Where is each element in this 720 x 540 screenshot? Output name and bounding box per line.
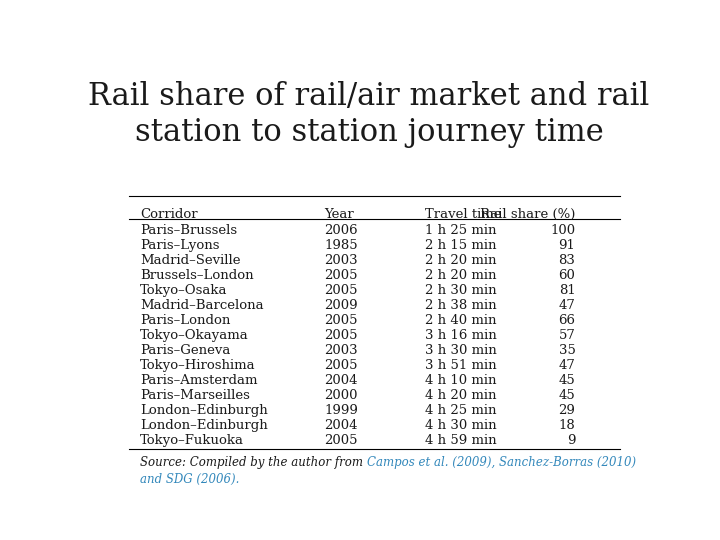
Text: Paris–Amsterdam: Paris–Amsterdam bbox=[140, 374, 258, 387]
Text: 45: 45 bbox=[559, 389, 575, 402]
Text: 47: 47 bbox=[559, 359, 575, 372]
Text: Campos et al. (2009), Sanchez-Borras (2010): Campos et al. (2009), Sanchez-Borras (20… bbox=[367, 456, 636, 469]
Text: Madrid–Barcelona: Madrid–Barcelona bbox=[140, 299, 264, 312]
Text: Tokyo–Hiroshima: Tokyo–Hiroshima bbox=[140, 359, 256, 372]
Text: 2004: 2004 bbox=[324, 418, 358, 431]
Text: 66: 66 bbox=[559, 314, 575, 327]
Text: 2 h 38 min: 2 h 38 min bbox=[425, 299, 496, 312]
Text: 57: 57 bbox=[559, 329, 575, 342]
Text: Paris–Marseilles: Paris–Marseilles bbox=[140, 389, 250, 402]
Text: Brussels–London: Brussels–London bbox=[140, 269, 254, 282]
Text: 1985: 1985 bbox=[324, 239, 358, 252]
Text: 2 h 20 min: 2 h 20 min bbox=[425, 254, 496, 267]
Text: Madrid–Seville: Madrid–Seville bbox=[140, 254, 240, 267]
Text: Tokyo–Fukuoka: Tokyo–Fukuoka bbox=[140, 434, 244, 447]
Text: 18: 18 bbox=[559, 418, 575, 431]
Text: 2 h 40 min: 2 h 40 min bbox=[425, 314, 496, 327]
Text: 2004: 2004 bbox=[324, 374, 358, 387]
Text: 2005: 2005 bbox=[324, 329, 358, 342]
Text: 1 h 25 min: 1 h 25 min bbox=[425, 224, 496, 237]
Text: 1999: 1999 bbox=[324, 404, 359, 417]
Text: 4 h 20 min: 4 h 20 min bbox=[425, 389, 496, 402]
Text: 91: 91 bbox=[559, 239, 575, 252]
Text: Paris–Lyons: Paris–Lyons bbox=[140, 239, 220, 252]
Text: 2005: 2005 bbox=[324, 359, 358, 372]
Text: 2005: 2005 bbox=[324, 434, 358, 447]
Text: 47: 47 bbox=[559, 299, 575, 312]
Text: 2 h 30 min: 2 h 30 min bbox=[425, 284, 496, 297]
Text: 100: 100 bbox=[550, 224, 575, 237]
Text: 3 h 30 min: 3 h 30 min bbox=[425, 344, 497, 357]
Text: 2006: 2006 bbox=[324, 224, 358, 237]
Text: Paris–Geneva: Paris–Geneva bbox=[140, 344, 230, 357]
Text: Rail share of rail/air market and rail
station to station journey time: Rail share of rail/air market and rail s… bbox=[89, 82, 649, 148]
Text: 9: 9 bbox=[567, 434, 575, 447]
Text: 2005: 2005 bbox=[324, 314, 358, 327]
Text: Paris–Brussels: Paris–Brussels bbox=[140, 224, 238, 237]
Text: 2009: 2009 bbox=[324, 299, 358, 312]
Text: 4 h 10 min: 4 h 10 min bbox=[425, 374, 496, 387]
Text: 2005: 2005 bbox=[324, 284, 358, 297]
Text: Paris–London: Paris–London bbox=[140, 314, 230, 327]
Text: 2005: 2005 bbox=[324, 269, 358, 282]
Text: 4 h 59 min: 4 h 59 min bbox=[425, 434, 496, 447]
Text: Source: Compiled by the author from: Source: Compiled by the author from bbox=[140, 456, 367, 469]
Text: 60: 60 bbox=[559, 269, 575, 282]
Text: 4 h 25 min: 4 h 25 min bbox=[425, 404, 496, 417]
Text: 2 h 15 min: 2 h 15 min bbox=[425, 239, 496, 252]
Text: and SDG (2006).: and SDG (2006). bbox=[140, 472, 240, 485]
Text: 45: 45 bbox=[559, 374, 575, 387]
Text: 3 h 16 min: 3 h 16 min bbox=[425, 329, 497, 342]
Text: Year: Year bbox=[324, 208, 354, 221]
Text: 35: 35 bbox=[559, 344, 575, 357]
Text: Tokyo–Okayama: Tokyo–Okayama bbox=[140, 329, 249, 342]
Text: 4 h 30 min: 4 h 30 min bbox=[425, 418, 496, 431]
Text: 2003: 2003 bbox=[324, 254, 358, 267]
Text: 2 h 20 min: 2 h 20 min bbox=[425, 269, 496, 282]
Text: 83: 83 bbox=[559, 254, 575, 267]
Text: Corridor: Corridor bbox=[140, 208, 198, 221]
Text: Tokyo–Osaka: Tokyo–Osaka bbox=[140, 284, 228, 297]
Text: London–Edinburgh: London–Edinburgh bbox=[140, 404, 268, 417]
Text: 2000: 2000 bbox=[324, 389, 358, 402]
Text: 2003: 2003 bbox=[324, 344, 358, 357]
Text: 29: 29 bbox=[559, 404, 575, 417]
Text: 81: 81 bbox=[559, 284, 575, 297]
Text: 3 h 51 min: 3 h 51 min bbox=[425, 359, 496, 372]
Text: Rail share (%): Rail share (%) bbox=[480, 208, 575, 221]
Text: London–Edinburgh: London–Edinburgh bbox=[140, 418, 268, 431]
Text: Travel time: Travel time bbox=[425, 208, 501, 221]
